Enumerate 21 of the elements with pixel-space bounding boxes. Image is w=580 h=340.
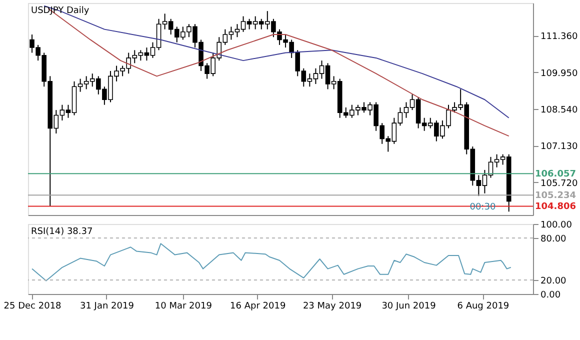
x-tick-label: 6 Aug 2019 bbox=[457, 302, 510, 312]
y-tick-label: 109.950 bbox=[540, 68, 578, 79]
y-tick-label: 100.00 bbox=[540, 220, 572, 230]
ref-line-label: 106.057 bbox=[535, 170, 576, 180]
y-tick-label: 0.00 bbox=[540, 290, 561, 300]
y-tick-label: 20.00 bbox=[540, 276, 567, 286]
x-tick-label: 31 Jan 2019 bbox=[80, 302, 134, 312]
y-tick-label: 111.360 bbox=[540, 32, 578, 42]
y-tick-label: 108.540 bbox=[540, 106, 578, 116]
x-tick-label: 16 Apr 2019 bbox=[230, 302, 286, 312]
x-tick-label: 30 Jun 2019 bbox=[382, 302, 436, 312]
x-tick-label: 10 Mar 2019 bbox=[154, 302, 212, 312]
ref-line-label: 104.806 bbox=[535, 202, 576, 212]
y-tick-label: 107.130 bbox=[540, 142, 578, 152]
ref-line-label: 105.234 bbox=[535, 191, 576, 202]
y-tick-label: 105.720 bbox=[540, 178, 578, 189]
y-tick-label: 80.00 bbox=[540, 234, 567, 244]
x-tick-label: 25 Dec 2018 bbox=[4, 302, 62, 312]
chart-title: RSI(14) 38.37 bbox=[31, 227, 93, 237]
x-tick-label: 23 May 2019 bbox=[302, 302, 362, 312]
line-series bbox=[32, 243, 512, 282]
